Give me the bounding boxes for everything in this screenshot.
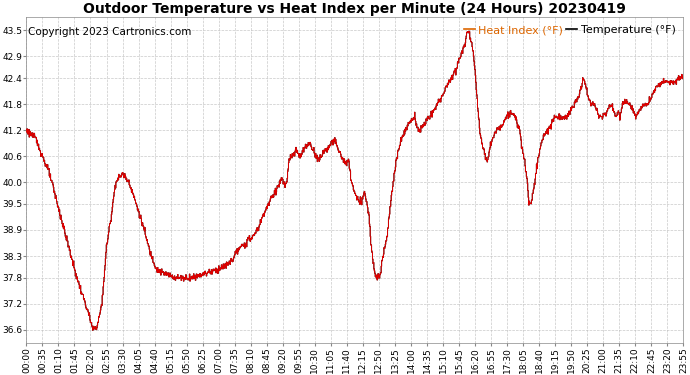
Title: Outdoor Temperature vs Heat Index per Minute (24 Hours) 20230419: Outdoor Temperature vs Heat Index per Mi… xyxy=(83,2,627,16)
Text: Copyright 2023 Cartronics.com: Copyright 2023 Cartronics.com xyxy=(28,27,191,37)
Legend: Heat Index (°F), Temperature (°F): Heat Index (°F), Temperature (°F) xyxy=(462,23,678,37)
